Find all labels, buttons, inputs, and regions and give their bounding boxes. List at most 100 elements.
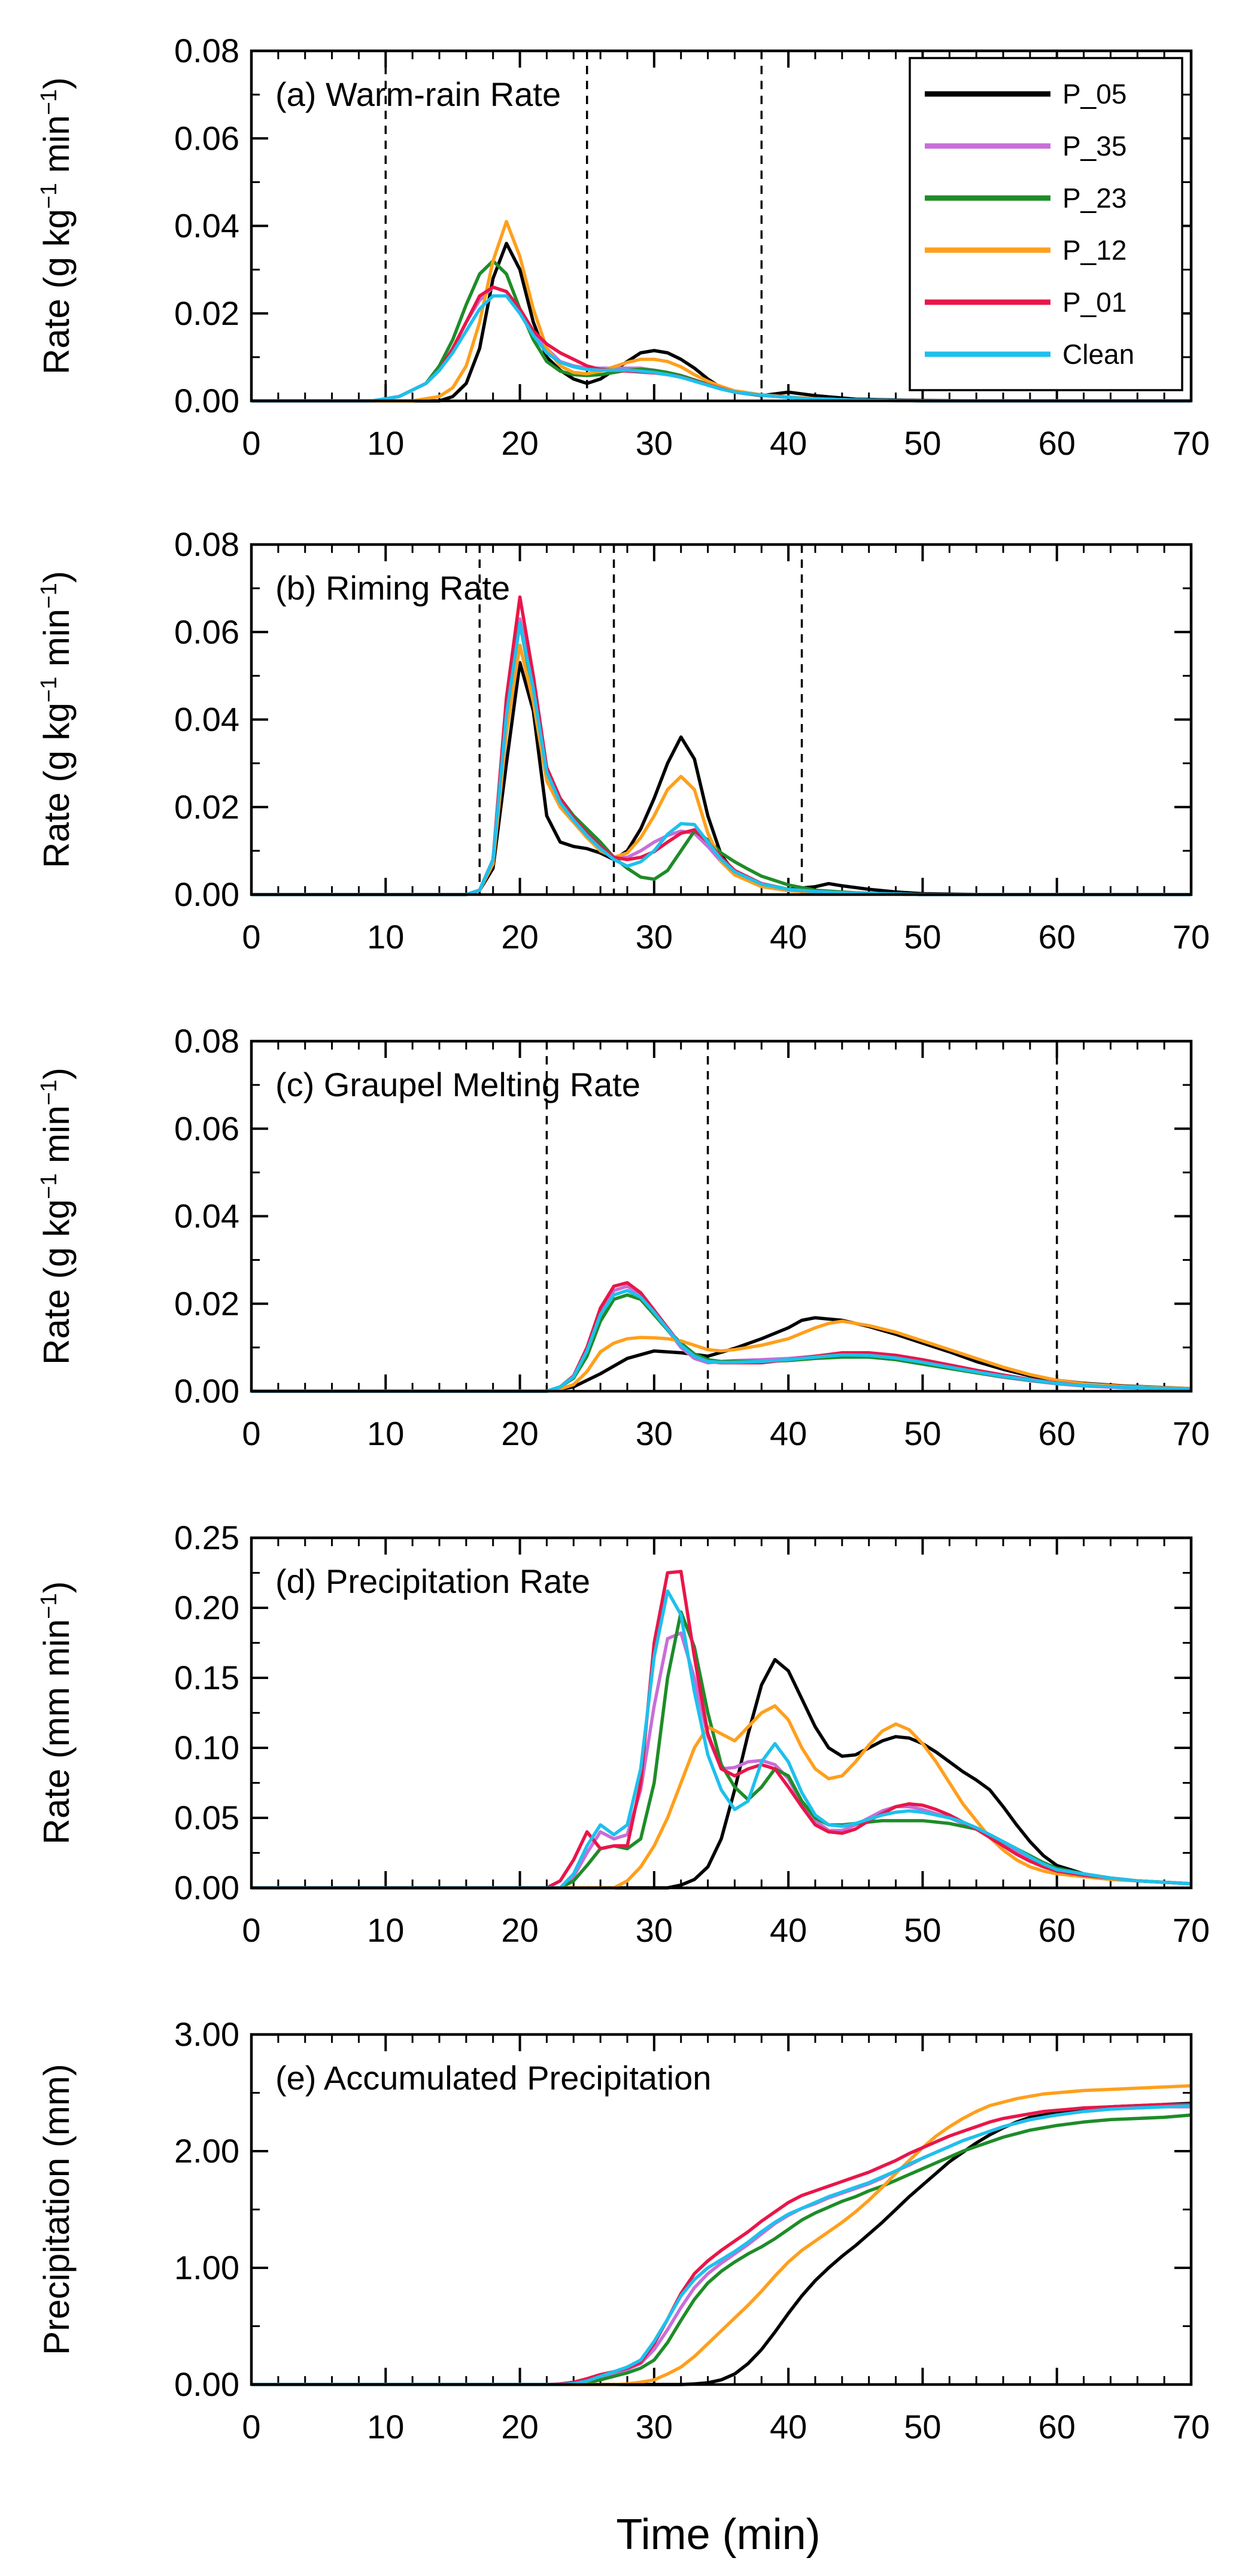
y-tick-label: 0.04 xyxy=(174,701,239,738)
series-line-p01 xyxy=(251,1570,1192,1890)
series-line-p23 xyxy=(251,2113,1192,2386)
series-line-p12 xyxy=(251,643,1191,896)
y-tick-label: 0.08 xyxy=(174,1022,239,1060)
x-tick-label: 60 xyxy=(1038,1415,1076,1452)
x-tick-label: 20 xyxy=(501,424,538,462)
series-line-p23 xyxy=(251,1610,1192,1890)
series-line-clean xyxy=(251,1289,1192,1393)
x-tick-label: 40 xyxy=(770,424,807,462)
x-tick-label: 60 xyxy=(1038,918,1076,956)
y-axis-label-part: −1 xyxy=(37,183,62,209)
y-tick-label: 0.10 xyxy=(174,1729,239,1766)
plot-frame xyxy=(250,543,1193,896)
panel-title: (a) Warm-rain Rate xyxy=(275,75,561,113)
x-axis-label: Time (min) xyxy=(616,2511,820,2559)
y-tick-label: 0.00 xyxy=(174,875,239,913)
plot-frame xyxy=(250,2033,1193,2386)
y-tick-label: 0.20 xyxy=(174,1589,239,1626)
x-tick-label: 70 xyxy=(1173,918,1210,956)
y-tick-label: 3.00 xyxy=(174,2015,239,2053)
y-axis-label-part: Rate (mm min xyxy=(37,1619,77,1845)
y-axis-label-part: min xyxy=(37,609,77,676)
legend-label: P_23 xyxy=(1062,183,1126,214)
x-tick-label: 60 xyxy=(1038,424,1076,462)
series-line-clean xyxy=(251,294,1191,403)
x-tick-label: 30 xyxy=(636,1415,673,1452)
y-axis-label-part: ) xyxy=(37,77,77,89)
series-line-clean xyxy=(251,1589,1192,1890)
x-tick-label: 70 xyxy=(1173,424,1210,462)
y-axis-label-part: −1 xyxy=(37,677,62,702)
plot-frame xyxy=(250,1536,1193,1890)
x-tick-label: 50 xyxy=(904,2408,941,2446)
y-tick-label: 0.00 xyxy=(174,2365,239,2403)
y-axis-label-part: Precipitation (mm) xyxy=(37,2064,77,2355)
y-axis-label-part: Rate (g kg xyxy=(37,1199,77,1365)
y-tick-label: 0.04 xyxy=(174,1197,239,1235)
y-axis-label: Precipitation (mm) xyxy=(37,2064,77,2355)
x-tick-label: 10 xyxy=(367,2408,404,2446)
y-tick-label: 0.08 xyxy=(174,32,239,69)
x-tick-label: 10 xyxy=(367,424,404,462)
panel-title: (c) Graupel Melting Rate xyxy=(275,1066,640,1103)
y-tick-label: 0.00 xyxy=(174,382,239,419)
x-tick-label: 20 xyxy=(501,918,538,956)
x-tick-label: 40 xyxy=(770,2408,807,2446)
series-line-p35 xyxy=(251,1284,1192,1393)
y-axis-label-part: ) xyxy=(37,1581,77,1593)
series-line-p35 xyxy=(251,2105,1191,2386)
y-tick-label: 0.05 xyxy=(174,1799,239,1836)
x-tick-label: 30 xyxy=(636,2408,673,2446)
x-tick-label: 40 xyxy=(770,918,807,956)
y-axis-label-part: −1 xyxy=(37,1079,62,1105)
y-tick-label: 0.00 xyxy=(174,1869,239,1906)
y-axis-label: Rate (mm min−1) xyxy=(37,1581,77,1844)
x-tick-label: 70 xyxy=(1173,1415,1210,1452)
y-axis-label-part: Rate (g kg xyxy=(37,209,77,375)
panel-title: (d) Precipitation Rate xyxy=(275,1562,590,1600)
x-tick-label: 60 xyxy=(1038,2408,1076,2446)
panel-3: 0.00 0.02 0.04 0.06 0.08 0 10 20 30 40 50 60 70 (c) G… xyxy=(37,1022,1210,1452)
y-tick-label: 0.25 xyxy=(174,1519,239,1556)
series-line-p05 xyxy=(251,661,1191,896)
y-axis-label-part: ) xyxy=(37,1067,77,1079)
panels-group: 0.00 0.02 0.04 0.06 0.08 0 10 20 30 40 50 60 70 (a) W… xyxy=(37,32,1210,2446)
y-axis-label-part: −1 xyxy=(37,1593,62,1619)
y-tick-label: 0.02 xyxy=(174,294,239,332)
y-axis-label-part: −1 xyxy=(37,89,62,115)
x-tick-label: 0 xyxy=(242,918,260,956)
y-tick-label: 0.02 xyxy=(174,788,239,826)
x-tick-label: 50 xyxy=(904,918,941,956)
panel-5: 0.00 1.00 2.00 3.00 0 10 20 30 40 50 60 70 (e) Accum… xyxy=(37,2015,1210,2446)
x-tick-label: 0 xyxy=(242,2408,260,2446)
panel-1: 0.00 0.02 0.04 0.06 0.08 0 10 20 30 40 50 60 70 (a) W… xyxy=(37,32,1210,462)
y-tick-label: 0.08 xyxy=(174,525,239,563)
x-tick-label: 10 xyxy=(367,918,404,956)
x-tick-label: 0 xyxy=(242,424,260,462)
y-tick-label: 1.00 xyxy=(174,2249,239,2286)
x-tick-label: 50 xyxy=(904,1911,941,1949)
series-line-clean xyxy=(251,621,1191,896)
series-line-p23 xyxy=(251,1293,1192,1393)
series-line-p05 xyxy=(251,1657,1192,1890)
x-tick-label: 30 xyxy=(636,918,673,956)
panel-2: 0.00 0.02 0.04 0.06 0.08 0 10 20 30 40 50 60 70 (b) R… xyxy=(37,525,1210,956)
panel-title: (b) Riming Rate xyxy=(275,569,510,607)
y-axis-label: Rate (g kg−1 min−1) xyxy=(37,77,77,375)
panel-title: (e) Accumulated Precipitation xyxy=(275,2059,711,2097)
x-tick-label: 40 xyxy=(770,1911,807,1949)
y-axis-label-part: −1 xyxy=(37,583,62,609)
legend-label: Clean xyxy=(1062,339,1134,370)
series-line-p01 xyxy=(251,2103,1191,2386)
x-tick-label: 0 xyxy=(242,1911,260,1949)
x-tick-label: 70 xyxy=(1173,1911,1210,1949)
series-line-p01 xyxy=(251,1281,1192,1393)
legend-label: P_12 xyxy=(1062,235,1126,266)
y-tick-label: 2.00 xyxy=(174,2132,239,2170)
plot-frame xyxy=(250,1039,1193,1393)
y-axis-label: Rate (g kg−1 min−1) xyxy=(37,1067,77,1365)
y-tick-label: 0.06 xyxy=(174,613,239,650)
x-tick-label: 0 xyxy=(242,1415,260,1452)
legend-label: P_35 xyxy=(1062,130,1126,162)
